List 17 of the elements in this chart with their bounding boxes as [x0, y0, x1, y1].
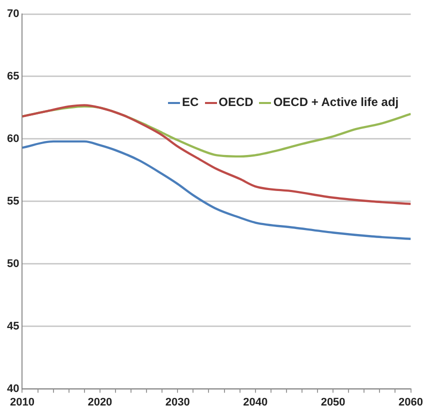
x-tick-label: 2030: [165, 396, 190, 408]
legend-label: OECD: [218, 95, 254, 109]
legend-label: OECD + Active life adj: [272, 95, 399, 109]
y-tick-label: 55: [6, 195, 20, 208]
x-tick-label: 2050: [320, 396, 346, 408]
y-tick-label: 65: [6, 70, 20, 82]
y-tick-label: 60: [6, 132, 20, 145]
x-tick-label: 2040: [243, 396, 268, 408]
x-tick-label: 2060: [398, 396, 424, 408]
y-tick-label: 40: [6, 382, 20, 395]
y-tick-label: 50: [6, 258, 20, 270]
line-series: [22, 140, 411, 240]
x-tick-label: 2020: [88, 396, 112, 408]
y-tick-label: 45: [6, 320, 20, 332]
x-tick-label: 2010: [10, 396, 34, 408]
legend-label: EC: [181, 95, 199, 109]
y-tick-label: 70: [6, 8, 20, 20]
